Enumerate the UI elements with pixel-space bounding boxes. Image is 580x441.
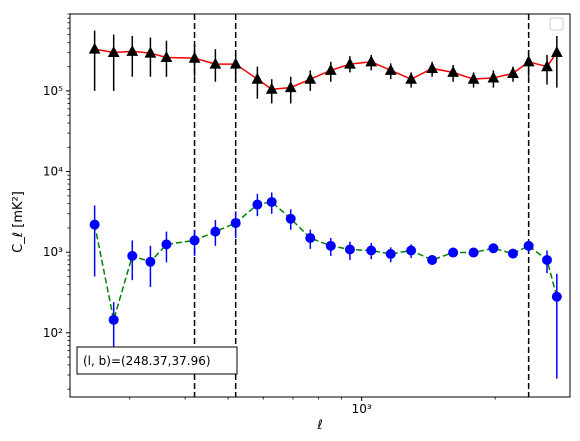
point-0-10	[284, 81, 297, 93]
annotation-box: (l, b)=(248.37,37.96)	[76, 346, 238, 375]
y-tick-label-1: 10³	[43, 245, 63, 259]
point-0-17	[426, 61, 438, 74]
point-1-15	[385, 248, 396, 259]
point-0-12	[324, 63, 337, 75]
point-0-21	[507, 66, 519, 78]
point-1-4	[161, 239, 172, 250]
point-0-7	[229, 57, 242, 69]
series-0	[88, 30, 563, 104]
point-0-16	[405, 72, 417, 84]
legend-box	[549, 17, 564, 31]
point-0-18	[447, 65, 459, 77]
point-1-17	[427, 255, 438, 266]
point-0-14	[365, 55, 378, 67]
data-series	[88, 30, 563, 379]
point-1-10	[285, 213, 296, 224]
point-0-1	[107, 45, 120, 58]
point-1-0	[89, 219, 100, 230]
point-1-13	[344, 244, 355, 255]
point-1-21	[507, 248, 518, 259]
annotation-frame	[76, 346, 238, 375]
point-0-5	[188, 51, 201, 63]
point-0-0	[88, 42, 101, 54]
annotation-text: (l, b)=(248.37,37.96)	[83, 354, 211, 368]
axes-frame	[69, 13, 571, 398]
point-1-19	[468, 247, 479, 258]
point-1-23	[542, 255, 553, 266]
y-axis-label: C_ℓ [mK²]	[11, 191, 26, 253]
x-tick-label-0: 10³	[352, 402, 372, 416]
point-0-2	[126, 44, 139, 56]
point-1-14	[366, 245, 377, 256]
point-1-18	[448, 247, 459, 258]
point-0-8	[251, 72, 264, 84]
x-axis-label: ℓ	[316, 418, 322, 433]
point-1-22	[523, 240, 534, 251]
point-0-13	[344, 57, 356, 69]
y-tick-label-3: 10⁵	[43, 84, 63, 98]
point-1-8	[252, 199, 263, 210]
point-0-3	[144, 46, 157, 58]
point-1-6	[210, 226, 221, 237]
point-0-24	[550, 45, 563, 58]
point-1-3	[145, 256, 156, 267]
point-0-9	[265, 82, 278, 94]
point-1-2	[127, 250, 138, 261]
point-1-7	[230, 218, 241, 229]
point-0-23	[541, 60, 553, 72]
point-0-15	[384, 63, 397, 75]
point-1-12	[325, 240, 336, 251]
series-1	[89, 192, 562, 379]
point-1-5	[189, 235, 200, 246]
point-0-11	[304, 72, 317, 84]
point-1-20	[488, 243, 499, 254]
point-1-1	[108, 314, 119, 325]
axes: 10³ 10² 10³ 10⁴ 10⁵	[43, 13, 571, 416]
point-1-9	[266, 196, 277, 207]
point-1-24	[551, 291, 562, 302]
point-0-20	[487, 71, 500, 83]
point-0-6	[209, 57, 222, 69]
point-1-16	[406, 245, 417, 256]
point-0-4	[160, 50, 173, 63]
point-0-19	[467, 72, 480, 84]
point-1-11	[305, 233, 316, 244]
point-0-22	[522, 55, 535, 67]
y-tick-label-2: 10⁴	[43, 165, 63, 179]
y-tick-label-0: 10²	[43, 326, 63, 340]
